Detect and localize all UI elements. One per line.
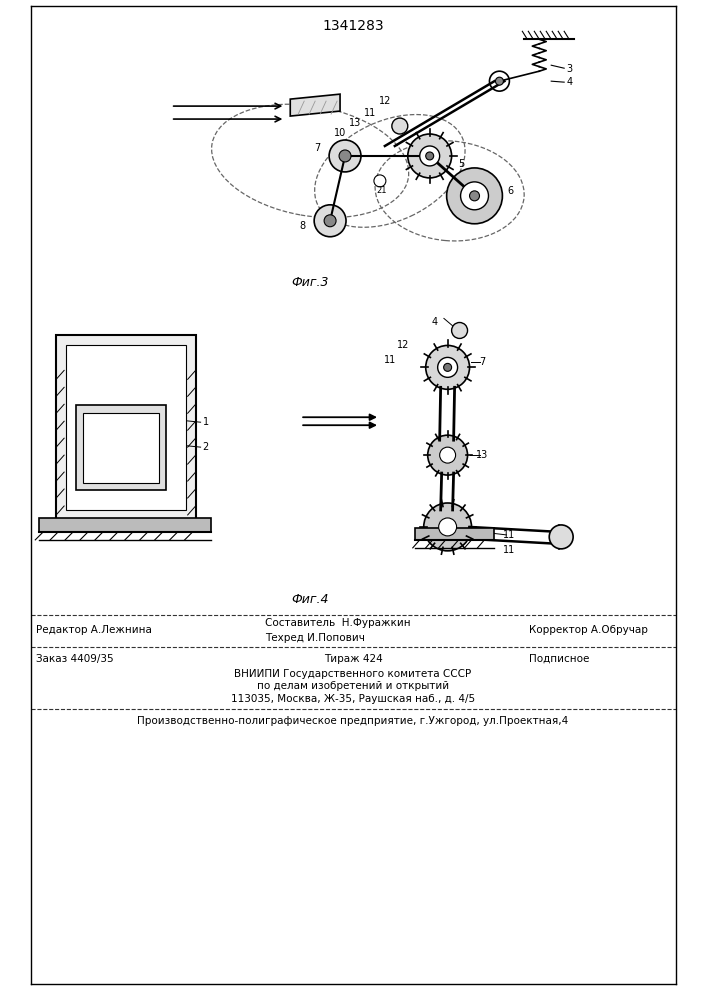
Bar: [83, 413, 159, 483]
Circle shape: [423, 503, 472, 551]
Bar: [66, 345, 186, 510]
Text: 7: 7: [479, 357, 486, 367]
Circle shape: [496, 77, 503, 85]
Circle shape: [392, 118, 408, 134]
Text: Тираж 424: Тираж 424: [324, 654, 382, 664]
Circle shape: [444, 363, 452, 371]
Circle shape: [408, 134, 452, 178]
Circle shape: [428, 435, 467, 475]
Circle shape: [420, 146, 440, 166]
Text: Техред И.Попович: Техред И.Попович: [265, 633, 366, 643]
Circle shape: [460, 182, 489, 210]
Text: 6: 6: [508, 186, 513, 196]
Text: 1: 1: [202, 417, 209, 427]
Text: 7: 7: [314, 143, 320, 153]
Text: 5: 5: [458, 159, 464, 169]
Polygon shape: [291, 94, 340, 116]
Text: Фиг.4: Фиг.4: [291, 593, 329, 606]
Circle shape: [489, 71, 509, 91]
Circle shape: [438, 518, 457, 536]
Circle shape: [314, 205, 346, 237]
Text: 3: 3: [566, 64, 572, 74]
Bar: [56, 335, 196, 520]
Bar: [40, 518, 211, 532]
Text: 8: 8: [299, 221, 305, 231]
Circle shape: [440, 447, 455, 463]
Text: 2: 2: [202, 442, 209, 452]
Circle shape: [452, 322, 467, 338]
Text: 11: 11: [503, 545, 515, 555]
Circle shape: [447, 168, 503, 224]
Bar: [415, 528, 494, 540]
Text: 12: 12: [397, 340, 409, 350]
Text: Корректор А.Обручар: Корректор А.Обручар: [530, 625, 648, 635]
Text: 1341283: 1341283: [322, 19, 384, 33]
Text: 113035, Москва, Ж-35, Раушская наб., д. 4/5: 113035, Москва, Ж-35, Раушская наб., д. …: [231, 694, 475, 704]
Circle shape: [426, 345, 469, 389]
Circle shape: [426, 152, 433, 160]
Text: по делам изобретений и открытий: по делам изобретений и открытий: [257, 681, 449, 691]
Circle shape: [438, 357, 457, 377]
Text: 11: 11: [384, 355, 396, 365]
Text: Составитель  Н.Фуражкин: Составитель Н.Фуражкин: [265, 618, 411, 628]
Text: 13: 13: [349, 118, 361, 128]
Text: Заказ 4409/35: Заказ 4409/35: [36, 654, 114, 664]
Text: ВНИИПИ Государственного комитета СССР: ВНИИПИ Государственного комитета СССР: [235, 669, 472, 679]
Text: Редактор А.Лежнина: Редактор А.Лежнина: [36, 625, 152, 635]
Text: 11: 11: [503, 530, 515, 540]
Bar: [76, 405, 165, 490]
Circle shape: [324, 215, 336, 227]
Text: 12: 12: [379, 96, 391, 106]
Circle shape: [549, 525, 573, 549]
Text: Фиг.3: Фиг.3: [291, 276, 329, 289]
Text: Производственно-полиграфическое предприятие, г.Ужгород, ул.Проектная,4: Производственно-полиграфическое предприя…: [137, 716, 568, 726]
Text: Подписное: Подписное: [530, 654, 590, 664]
Text: 13: 13: [477, 450, 489, 460]
Text: 4: 4: [566, 77, 572, 87]
Circle shape: [329, 140, 361, 172]
Text: 10: 10: [334, 128, 346, 138]
Circle shape: [339, 150, 351, 162]
Text: 21: 21: [377, 186, 387, 195]
Circle shape: [469, 191, 479, 201]
Circle shape: [374, 175, 386, 187]
Text: 11: 11: [364, 108, 376, 118]
Text: 4: 4: [431, 317, 438, 327]
